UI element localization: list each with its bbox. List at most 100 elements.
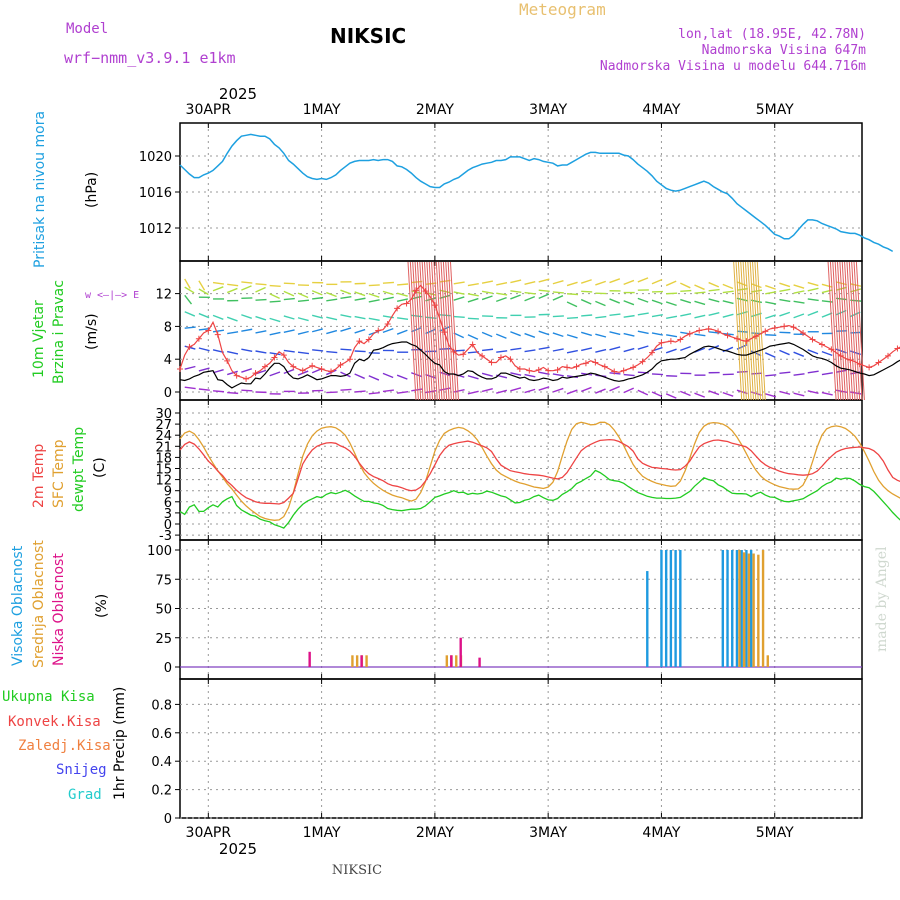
wind-arrow xyxy=(311,290,323,296)
wind-gust-marker xyxy=(837,352,844,359)
wind-arrow xyxy=(850,299,862,302)
wind-streak xyxy=(846,261,856,401)
wind-arrow xyxy=(779,288,791,293)
wind-arrow xyxy=(821,312,833,318)
wind-arrow xyxy=(666,334,678,338)
wind-arrow xyxy=(623,387,635,394)
wind-arrow xyxy=(297,299,310,303)
wind-streak xyxy=(829,261,839,401)
wind-gust-marker xyxy=(488,359,495,366)
wind-arrow xyxy=(666,292,678,295)
model-elevation-label: Nadmorska Visina u modelu 644.716m xyxy=(600,59,866,74)
wind-arrow xyxy=(524,373,536,378)
temperature-frame xyxy=(179,399,863,541)
wind-arrow xyxy=(821,350,833,357)
wind-gust-marker xyxy=(403,300,410,307)
wind-gust-marker xyxy=(601,363,608,370)
wind-gust-marker xyxy=(497,354,504,361)
wind-arrow xyxy=(269,300,281,303)
wind-arrow xyxy=(552,387,564,393)
wind-arrow xyxy=(241,285,252,291)
wind-arrow xyxy=(311,314,324,319)
wind-arrow xyxy=(821,391,833,396)
pressure-ytick-label: 1012 xyxy=(139,222,172,237)
precip-legend-hail: Grad xyxy=(68,787,102,803)
temp-ylabel-dew: dewpt Temp xyxy=(71,427,87,512)
wind-arrow xyxy=(283,297,295,301)
wind-ytick-label: 8 xyxy=(164,320,172,335)
wind-arrow xyxy=(397,317,409,320)
wind-gust-marker xyxy=(885,352,891,359)
cloud-bar xyxy=(752,553,755,667)
wind-arrow xyxy=(680,345,691,352)
wind-arrow xyxy=(665,393,677,399)
wind-gust-marker xyxy=(790,324,797,331)
wind-arrow xyxy=(807,287,819,292)
wind-arrow xyxy=(765,291,777,295)
wind-gust-marker xyxy=(743,338,750,345)
wind-arrow xyxy=(581,331,592,337)
wind-streak xyxy=(853,261,863,401)
wind-arrow xyxy=(396,298,408,303)
wind-arrow xyxy=(255,330,267,334)
wind-arrow xyxy=(680,298,692,304)
wind-arrow xyxy=(793,300,805,304)
cloud-bar xyxy=(747,553,751,667)
wind-arrow xyxy=(524,388,536,394)
wind-arrow xyxy=(467,375,479,380)
wind-arrow xyxy=(382,296,394,301)
wind-arrow xyxy=(255,283,267,286)
wind-arrow xyxy=(708,288,720,292)
wind-arrow xyxy=(496,296,507,303)
cloud-bar xyxy=(738,550,741,667)
wind-ylabel-2: Brzina i Pravac xyxy=(51,280,67,384)
wind-gust-marker xyxy=(686,330,693,337)
wind-arrow xyxy=(481,295,493,301)
wind-arrow xyxy=(807,349,819,355)
precip-legend-total: Ukupna Kisa xyxy=(2,689,95,705)
wind-gust-marker xyxy=(875,359,882,366)
day-label-top: 3MAY xyxy=(529,102,567,118)
wind-arrow xyxy=(340,295,352,300)
wind-arrow xyxy=(538,346,550,350)
wind-gust-marker xyxy=(346,356,353,363)
cloud-ylabel-mid: Srednja Oblacnost xyxy=(31,540,47,668)
wind-arrow xyxy=(637,345,649,350)
wind-arrow xyxy=(524,281,536,286)
wind-arrow xyxy=(680,282,691,289)
wind-arrow xyxy=(665,301,677,307)
wind-arrow xyxy=(212,286,224,292)
wind-streak xyxy=(747,261,757,401)
cloud-bar xyxy=(308,651,311,667)
wind-arrow xyxy=(354,315,366,320)
day-label-bottom: 3MAY xyxy=(529,825,567,841)
wind-arrow xyxy=(255,350,267,354)
wind-arrow xyxy=(255,315,267,321)
wind-arrow xyxy=(524,291,536,295)
wind-arrow xyxy=(297,330,309,335)
temperature-ytick-label: 15 xyxy=(155,463,172,478)
wind-arrow xyxy=(396,292,408,297)
wind-arrow xyxy=(439,294,451,300)
wind-arrow xyxy=(651,391,663,398)
wind-arrow xyxy=(765,374,777,377)
wind-arrow xyxy=(651,278,663,285)
wind-gust-marker xyxy=(847,357,854,364)
wind-gust-marker xyxy=(290,363,297,370)
temperature-ytick-label: 0 xyxy=(164,518,172,533)
wind-streak xyxy=(754,261,764,401)
model-label: Model xyxy=(66,21,108,37)
wind-arrow xyxy=(665,348,677,354)
wind-gust-marker xyxy=(856,361,863,368)
wind-gust-marker xyxy=(422,288,429,295)
wind-arrow xyxy=(255,298,267,301)
watermark: made by Angel xyxy=(874,546,890,652)
wind-arrow xyxy=(453,332,465,339)
wind-arrow xyxy=(198,280,206,291)
wind-streak xyxy=(740,261,750,401)
wind-gust-marker xyxy=(573,363,580,370)
wind-arrow xyxy=(595,300,606,307)
cloud-bar xyxy=(351,655,354,667)
wind-arrow xyxy=(722,332,734,336)
cloud-bar xyxy=(757,554,760,667)
